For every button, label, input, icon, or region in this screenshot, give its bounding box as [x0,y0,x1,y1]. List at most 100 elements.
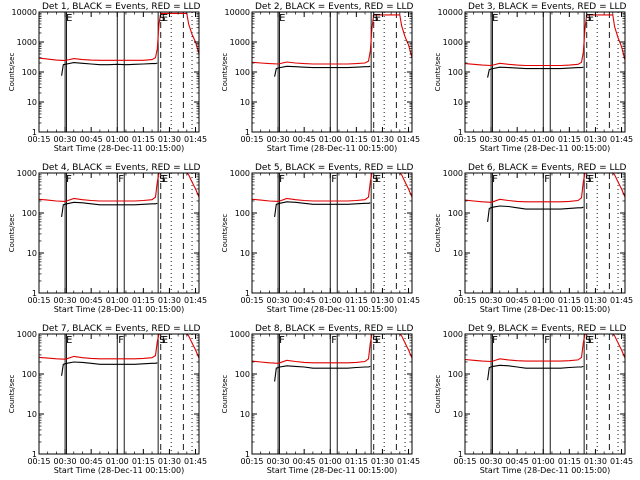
marker-label: E [375,335,381,346]
y-tick-label: 1000 [230,38,250,47]
series-events-line [61,201,158,217]
x-tick-label: 00:45 [293,296,316,305]
y-tick-label: 1 [458,128,463,137]
y-tick-label: 10 [453,249,463,258]
y-tick-label: 1000 [443,38,463,47]
x-tick-label: 01:45 [610,296,633,305]
panel-title: Det 6, BLACK = Events, RED = LLD [468,163,627,173]
plot-area [39,334,199,454]
marker-label: F [118,174,124,185]
y-tick-label: 10000 [438,8,463,17]
plot-frame [464,172,626,294]
y-axis-label: Counts/sec [434,214,442,253]
y-axis-label: Counts/sec [8,214,16,253]
marker-label: F [331,335,337,346]
x-tick-label: 00:30 [267,135,290,144]
x-tick-label: 01:00 [319,135,342,144]
y-tick-label: 100 [235,68,250,77]
x-tick-label: 01:00 [106,457,129,466]
marker-label: E [66,13,72,24]
x-tick-label: 01:00 [106,296,129,305]
x-tick-label: 01:15 [345,457,368,466]
marker-label: E [492,13,498,24]
y-tick-label: 10 [453,410,463,419]
marker-label: E [588,13,594,24]
x-tick-label: 00:15 [453,135,476,144]
x-tick-label: 00:15 [240,296,263,305]
marker-label: E [162,13,168,24]
marker-label: F [279,174,285,185]
x-axis-label: Start Time (28-Dec-11 00:15:00) [267,305,398,314]
x-tick-label: 00:30 [480,296,503,305]
x-tick-label: 01:30 [158,457,181,466]
x-axis-label: Start Time (28-Dec-11 00:15:00) [480,466,611,475]
series-events-line [487,364,584,381]
x-tick-label: 01:00 [532,135,555,144]
plot-frame [38,11,200,133]
y-tick-label: 1 [32,128,37,137]
series-lld-line [465,14,625,67]
marker-label: S [585,335,591,346]
y-tick-label: 10 [240,249,250,258]
plot-area [465,173,625,293]
y-tick-label: 100 [22,209,37,218]
y-axis-label: Counts/sec [221,214,229,253]
y-tick-label: 10000 [225,8,250,17]
x-tick-label: 01:30 [371,296,394,305]
plot-frame [251,333,413,455]
plot-frame [251,172,413,294]
x-tick-label: 01:15 [558,135,581,144]
x-tick-label: 01:00 [106,135,129,144]
marker-label: E [588,335,594,346]
marker-label: S [159,335,165,346]
y-tick-label: 10 [453,98,463,107]
marker-label: E [279,13,285,24]
x-tick-label: 00:15 [27,457,50,466]
y-axis-label: Counts/sec [221,375,229,414]
y-tick-label: 10 [240,98,250,107]
panel-title: Det 9, BLACK = Events, RED = LLD [468,324,627,334]
y-tick-label: 1000 [17,330,37,339]
marker-label: E [375,13,381,24]
x-tick-label: 01:15 [132,296,155,305]
y-tick-label: 100 [22,68,37,77]
panel-title: Det 1, BLACK = Events, RED = LLD [42,2,201,12]
x-tick-label: 01:15 [132,457,155,466]
y-tick-label: 10 [27,410,37,419]
x-tick-label: 00:45 [80,135,103,144]
x-axis-label: Start Time (28-Dec-11 00:15:00) [480,305,611,314]
x-tick-label: 00:30 [267,457,290,466]
x-tick-label: 01:15 [132,135,155,144]
x-tick-label: 00:15 [240,457,263,466]
y-tick-label: 1000 [17,38,37,47]
y-tick-label: 100 [448,209,463,218]
y-axis-label: Counts/sec [221,53,229,92]
x-tick-label: 01:45 [184,296,207,305]
x-tick-label: 01:00 [319,457,342,466]
marker-label: S [585,174,591,185]
x-tick-label: 01:00 [532,296,555,305]
series-events-line [61,62,158,76]
x-tick-label: 00:45 [506,135,529,144]
x-tick-label: 00:45 [80,296,103,305]
y-tick-label: 10 [240,410,250,419]
y-tick-label: 10000 [12,8,37,17]
x-tick-label: 00:30 [54,296,77,305]
x-tick-label: 01:45 [397,135,420,144]
y-tick-label: 1000 [230,169,250,178]
x-tick-label: 01:30 [371,135,394,144]
series-events-line [274,65,371,77]
marker-label: E [375,174,381,185]
marker-label: E [66,335,72,346]
y-tick-label: 1000 [17,169,37,178]
series-events-line [274,365,371,382]
marker-label: S [159,13,165,24]
y-axis-label: Counts/sec [434,53,442,92]
x-tick-label: 00:15 [453,296,476,305]
marker-label: F [118,335,124,346]
plot-area [252,12,412,132]
y-tick-label: 100 [235,209,250,218]
